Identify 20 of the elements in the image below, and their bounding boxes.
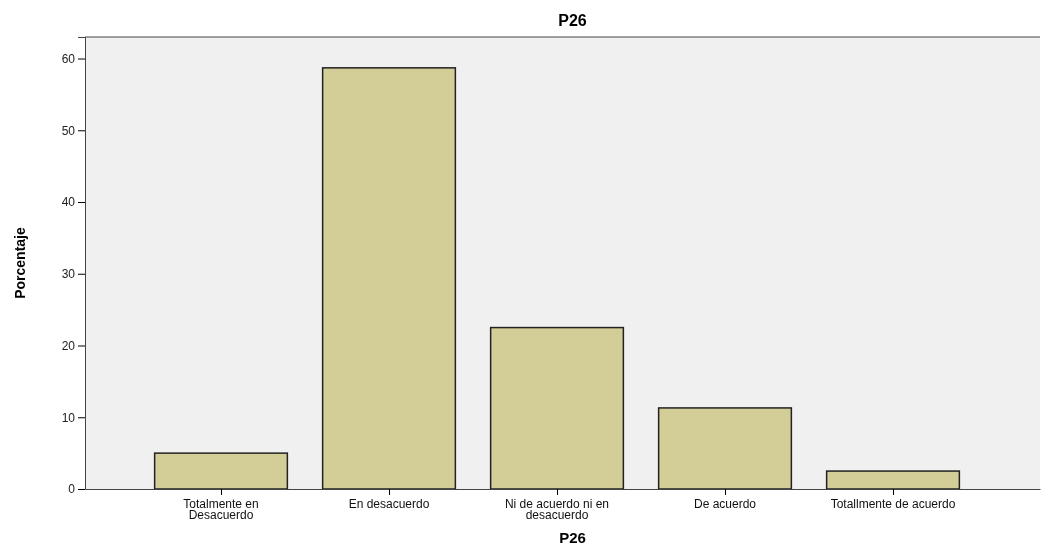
x-tick-label: Totalmente en Desacuerdo: [183, 497, 259, 522]
x-tick-label: Totallmente de acuerdo: [830, 497, 956, 511]
bar: [657, 407, 793, 490]
y-tick-label: 30: [61, 267, 76, 282]
y-tick-label: 40: [61, 195, 76, 210]
bar: [321, 67, 457, 490]
y-axis-title: Porcentaje: [12, 227, 28, 299]
y-tick-label: 20: [61, 338, 76, 353]
y-tick-label: 0: [68, 482, 76, 497]
x-tick-label: En desacuerdo: [348, 497, 430, 511]
x-axis-title: P26: [559, 529, 586, 546]
bar: [825, 470, 961, 490]
bar: [489, 326, 625, 490]
y-tick-label: 60: [61, 51, 76, 66]
y-tick-label: 50: [61, 123, 76, 138]
x-tick-label: De acuerdo: [693, 497, 757, 511]
chart-title: P26: [558, 12, 587, 29]
x-tick-label: Ni de acuerdo ni en desacuerdo: [504, 497, 610, 522]
bar: [153, 452, 289, 490]
y-tick-label: 10: [61, 410, 76, 425]
